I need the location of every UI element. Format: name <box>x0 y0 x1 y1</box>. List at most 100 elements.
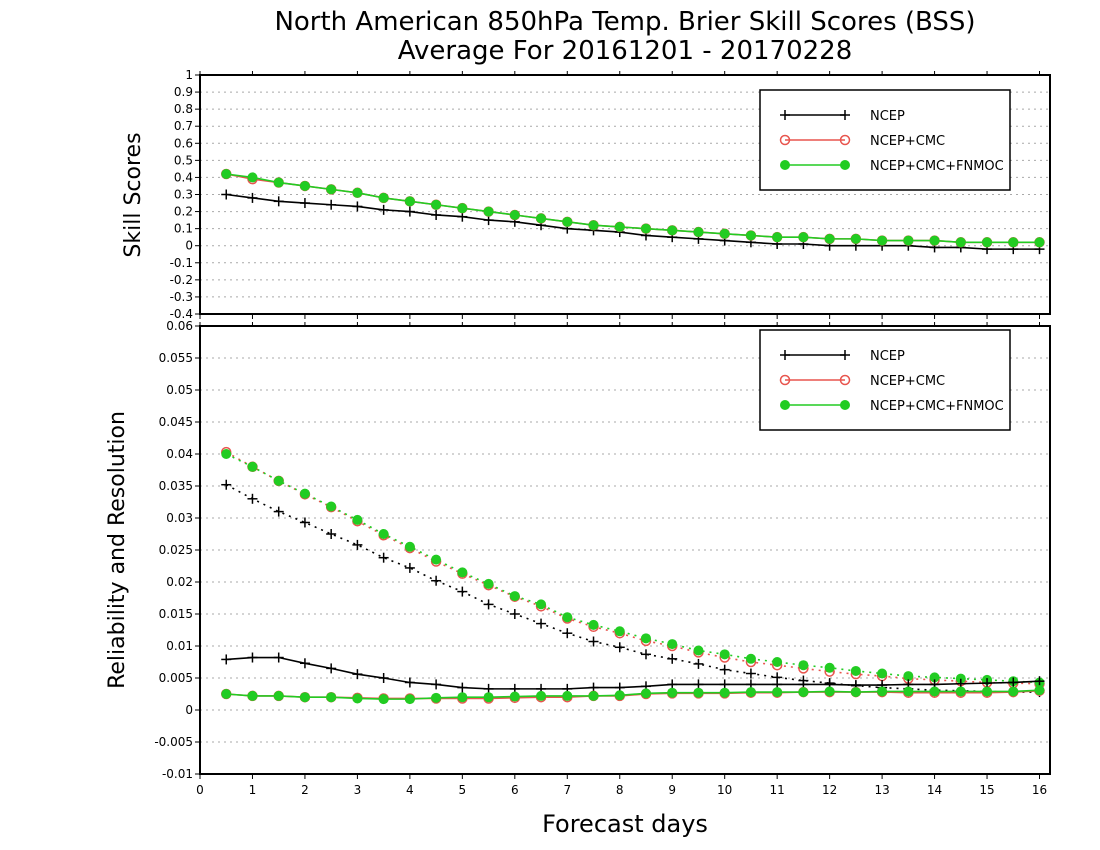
data-point <box>299 198 310 209</box>
data-point <box>772 232 783 243</box>
data-point <box>839 134 851 146</box>
data-point <box>693 645 704 656</box>
data-point <box>326 184 337 195</box>
data-point <box>247 652 258 663</box>
y-tick-label: -0.1 <box>170 256 193 270</box>
data-point <box>588 636 599 647</box>
data-point <box>247 172 258 183</box>
series-resolution-ncep-cmc <box>220 446 1045 690</box>
data-point <box>745 668 756 679</box>
data-point <box>536 213 547 224</box>
data-point <box>509 591 520 602</box>
data-point <box>509 209 520 220</box>
data-point <box>378 204 389 215</box>
data-point <box>588 619 599 630</box>
data-point <box>614 690 625 701</box>
chart-title-line1: North American 850hPa Temp. Brier Skill … <box>274 7 975 37</box>
data-point <box>667 225 678 236</box>
data-point <box>457 586 468 597</box>
y-tick-label: 0.025 <box>159 543 193 557</box>
y-tick-label: 0.03 <box>166 511 193 525</box>
data-point <box>536 599 547 610</box>
series-resolution-ncep <box>221 479 1045 698</box>
data-point <box>378 694 389 705</box>
legend-label: NCEP+CMC+FNMOC <box>870 399 1004 414</box>
data-point <box>780 110 790 120</box>
series-line <box>226 656 1040 690</box>
data-point <box>982 237 993 248</box>
x-tick-label: 9 <box>668 783 676 797</box>
data-point <box>1034 685 1045 696</box>
data-point <box>667 639 678 650</box>
legend: NCEP NCEP+CMC NCEP+CMC+FNMOC <box>759 329 1011 431</box>
y-tick-label: 0.005 <box>159 671 193 685</box>
data-point <box>929 672 940 683</box>
legend-label: NCEP+CMC+FNMOC <box>870 159 1004 174</box>
data-point <box>640 649 651 660</box>
y-tick-label: 0.01 <box>166 639 193 653</box>
data-point <box>352 187 363 198</box>
data-point <box>378 529 389 539</box>
data-point <box>824 233 835 244</box>
y-tick-label: -0.01 <box>162 767 193 781</box>
data-point <box>457 203 468 214</box>
x-tick-label: 7 <box>563 783 571 797</box>
data-point <box>221 449 232 459</box>
data-point <box>719 228 730 239</box>
data-point <box>640 633 651 644</box>
data-point <box>614 626 625 637</box>
x-axis-label: Forecast days <box>542 810 708 838</box>
data-point <box>457 692 468 703</box>
y-tick-label: 1 <box>185 68 193 82</box>
data-point <box>247 192 258 203</box>
data-point <box>378 552 389 563</box>
y-tick-label: 0.3 <box>174 188 193 202</box>
data-point <box>483 692 494 703</box>
x-tick-label: 0 <box>196 783 204 797</box>
data-point <box>840 350 850 360</box>
x-tick-label: 2 <box>301 783 309 797</box>
data-point <box>562 628 573 639</box>
data-point <box>404 694 415 705</box>
data-point <box>929 235 940 246</box>
y-tick-label: -0.2 <box>170 273 193 287</box>
y-axis-label-reliability: Reliability and Resolution <box>105 411 130 689</box>
y-tick-label: 0.9 <box>174 85 193 99</box>
data-point <box>404 206 415 217</box>
x-tick-label: 8 <box>616 783 624 797</box>
series-line <box>226 689 1040 700</box>
data-point <box>431 199 442 210</box>
data-point <box>431 209 442 220</box>
data-point <box>562 612 573 623</box>
data-point <box>840 160 850 170</box>
data-point <box>840 400 850 410</box>
data-point <box>1034 676 1045 687</box>
series-ncep-cmc-fnmoc <box>221 169 1045 248</box>
data-point <box>693 658 704 669</box>
data-point <box>877 668 888 679</box>
y-tick-label: 0.7 <box>174 119 193 133</box>
y-tick-label: 0.8 <box>174 102 193 116</box>
data-point <box>850 687 861 698</box>
x-tick-label: 16 <box>1032 783 1047 797</box>
data-point <box>982 686 993 697</box>
data-point <box>352 201 363 212</box>
y-tick-label: 0.05 <box>166 383 193 397</box>
data-point <box>352 539 363 550</box>
data-point <box>483 599 494 610</box>
data-point <box>745 230 756 241</box>
data-point <box>588 220 599 231</box>
y-tick-label: 0.6 <box>174 136 193 150</box>
y-tick-label: 0 <box>185 239 193 253</box>
data-point <box>780 400 790 410</box>
data-point <box>798 687 809 698</box>
data-point <box>221 169 232 180</box>
data-point <box>273 177 284 188</box>
legend-label: NCEP+CMC <box>870 374 945 389</box>
data-point <box>780 350 790 360</box>
data-point <box>955 237 966 248</box>
data-point <box>798 232 809 243</box>
data-point <box>877 235 888 246</box>
data-point <box>457 682 468 693</box>
data-point <box>431 554 442 565</box>
